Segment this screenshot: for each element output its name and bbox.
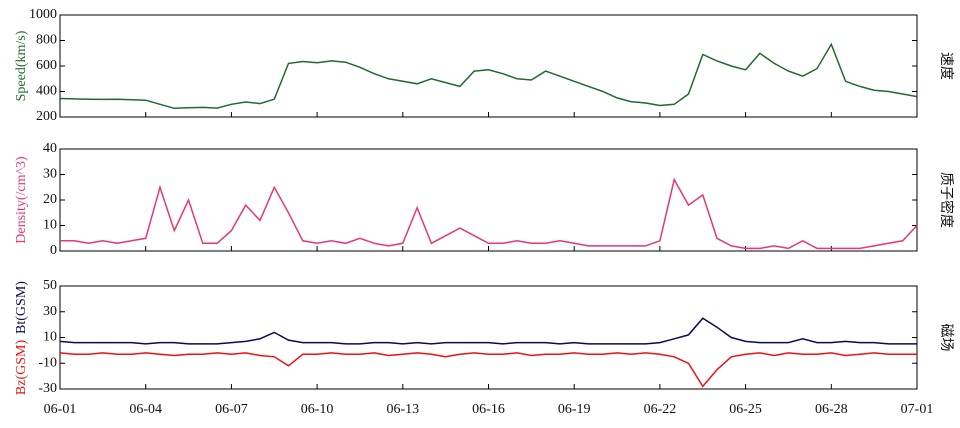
y-tick-label: 30: [43, 304, 57, 319]
panel-frame: [59, 285, 918, 390]
series-line: [59, 317, 917, 345]
y-tick-label: 0: [50, 243, 57, 258]
x-tick-label: 06-04: [129, 402, 162, 417]
x-tick-label: 06-25: [729, 402, 762, 417]
x-tick-label: 06-07: [215, 402, 248, 417]
side-label: 磁场: [938, 324, 954, 352]
y-tick-label: 200: [36, 109, 57, 124]
y-tick-label: 600: [36, 58, 57, 73]
x-tick-label: 06-16: [472, 402, 505, 417]
y-tick-label: 400: [36, 84, 57, 99]
y-axis-label: Bt(GSM): [14, 281, 29, 334]
side-label: 质子密度: [938, 172, 955, 228]
x-tick-label: 06-10: [301, 402, 334, 417]
series-line: [59, 352, 917, 388]
series-line: [60, 177, 918, 250]
panel-frame: [59, 14, 918, 118]
y-tick-label: -30: [38, 381, 57, 396]
x-tick-label: 07-01: [901, 402, 934, 417]
y-tick-label: 50: [43, 278, 57, 293]
y-tick-label: 20: [43, 192, 57, 207]
y-tick-label: 10: [43, 218, 57, 233]
y-axis-label: Speed(km/s): [14, 30, 29, 101]
x-tick-label: 06-28: [815, 402, 848, 417]
y-tick-label: -10: [38, 355, 57, 370]
side-label: 速度: [938, 52, 954, 80]
x-tick-label: 06-22: [644, 402, 677, 417]
x-tick-label: 06-19: [558, 402, 591, 417]
y-axis-label: Density(/cm^3): [14, 156, 29, 244]
y-axis-label: Bz(GSM): [14, 340, 29, 396]
y-tick-label: 10: [43, 330, 57, 345]
y-tick-label: 1000: [29, 7, 57, 22]
series-line: [59, 42, 918, 110]
y-tick-label: 40: [43, 141, 57, 156]
x-tick-label: 06-01: [44, 402, 77, 417]
y-tick-label: 800: [36, 33, 57, 48]
x-tick-label: 06-13: [386, 402, 419, 417]
y-tick-label: 30: [43, 167, 57, 182]
